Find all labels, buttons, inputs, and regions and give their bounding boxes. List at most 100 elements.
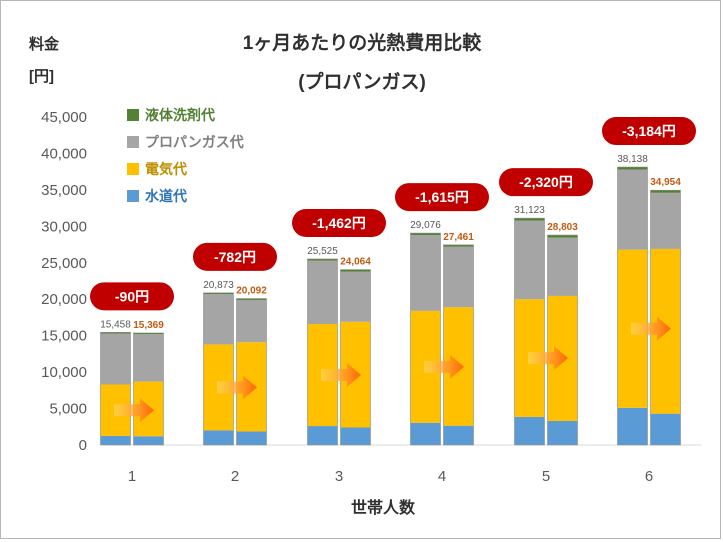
bar-segment [650, 413, 681, 445]
x-tick-label: 6 [645, 468, 653, 485]
bar-segment [100, 332, 131, 334]
bar-segment [443, 244, 474, 247]
bar-segment [307, 258, 338, 261]
bar-total-label: 20,092 [236, 286, 267, 297]
bar-total-label: 34,954 [650, 177, 681, 188]
arrow-icon [217, 375, 257, 400]
x-tick-label: 5 [542, 468, 550, 485]
legend-label: 水道代 [145, 188, 187, 204]
legend-label: プロパンガス代 [145, 134, 244, 150]
arrow-icon [114, 398, 154, 423]
difference-label: -1,615円 [415, 189, 469, 205]
difference-badge [499, 168, 593, 197]
chart-subtitle: (プロパンガス) [298, 70, 426, 93]
x-tick-label: 3 [335, 468, 343, 485]
bar-total-label: 15,458 [100, 319, 131, 330]
bar-total-label: 15,369 [133, 320, 164, 331]
bar-outline [650, 189, 681, 446]
bar-outline [410, 232, 441, 446]
y-tick-labels: 0 5,000 10,000 15,000 20,000 25,000 30,000 35,0… [41, 109, 87, 454]
difference-badges: -90円 -782円 -1,462円 -1,615円 -2,320円 -3,184円 [90, 117, 696, 311]
difference-label: -3,184円 [622, 123, 676, 139]
bar-outline [307, 258, 338, 446]
bar-segment [236, 299, 267, 343]
y-tick-label: 40,000 [41, 145, 87, 162]
bar-segment [410, 422, 441, 445]
x-tick-label: 2 [231, 468, 239, 485]
bar-segment [203, 294, 234, 345]
bar-segment [547, 237, 578, 296]
bar-segment [410, 233, 441, 236]
arrow-icon [321, 363, 361, 388]
y-tick-label: 35,000 [41, 182, 87, 199]
y-tick-label: 45,000 [41, 109, 87, 126]
y-tick-label: 20,000 [41, 291, 87, 308]
legend-label: 電気代 [145, 161, 187, 177]
bar-segment [203, 430, 234, 445]
bar-total-label: 25,525 [307, 246, 338, 257]
bar-segment [514, 220, 545, 300]
y-tick-label: 5,000 [49, 401, 87, 418]
bar-outline [617, 166, 648, 446]
bar-outline [133, 332, 164, 446]
bar-total-label: 38,138 [617, 154, 648, 165]
arrow-icon [631, 316, 671, 341]
y-axis-label-line1: 料金 [29, 35, 60, 53]
chart-title: 1ヶ月あたりの光熱費用比較 [243, 31, 483, 54]
y-tick-label: 0 [79, 437, 87, 454]
y-tick-label: 30,000 [41, 218, 87, 235]
y-tick-label: 25,000 [41, 255, 87, 272]
x-tick-labels: 1 2 3 4 5 6 [128, 468, 653, 485]
difference-label: -90円 [115, 288, 149, 304]
y-tick-label: 10,000 [41, 364, 87, 381]
bar-outline [443, 244, 474, 446]
arrow-icon [528, 346, 568, 371]
bar-total-label: 29,076 [410, 220, 441, 231]
bar-segment [443, 246, 474, 308]
bar-segment [443, 425, 474, 445]
bar-total-label: 27,461 [443, 232, 474, 243]
bar-total-label: 28,803 [547, 222, 578, 233]
x-tick-label: 1 [128, 468, 136, 485]
bar-segment [514, 416, 545, 445]
legend-swatch [127, 136, 139, 148]
difference-label: -2,320円 [519, 174, 573, 190]
bar-segment [514, 218, 545, 221]
bar-total-label: 20,873 [203, 280, 234, 291]
bar-segment [133, 436, 164, 445]
bar-segment [100, 435, 131, 445]
bar-segment [410, 235, 441, 311]
bar-total-label: 24,064 [340, 257, 371, 268]
bar-segment [100, 333, 131, 385]
legend-swatch [127, 109, 139, 121]
bar-segment [340, 271, 371, 322]
bar-outline [340, 269, 371, 446]
bar-segment [650, 192, 681, 249]
difference-badge [90, 282, 174, 311]
bar-segment [617, 169, 648, 250]
difference-label: -782円 [214, 249, 256, 265]
legend-label: 液体洗剤代 [145, 107, 215, 123]
bar-segment [236, 431, 267, 445]
bar-outline [547, 234, 578, 446]
legend-swatch [127, 163, 139, 175]
bar-segment [650, 190, 681, 193]
bar-outline [100, 332, 131, 446]
difference-badge [395, 183, 489, 212]
change-arrows [114, 316, 671, 423]
bar-segment [617, 167, 648, 170]
bar-segment [340, 269, 371, 272]
arrow-icon [424, 354, 464, 379]
x-tick-label: 4 [438, 468, 446, 485]
bar-segment [236, 298, 267, 300]
bar-segment [203, 292, 234, 295]
bar-outline [203, 292, 234, 446]
bar-segment [547, 235, 578, 238]
bar-outline [514, 217, 545, 446]
bar-segment [617, 407, 648, 445]
bar-segment [307, 260, 338, 325]
bar-outline [236, 298, 267, 446]
